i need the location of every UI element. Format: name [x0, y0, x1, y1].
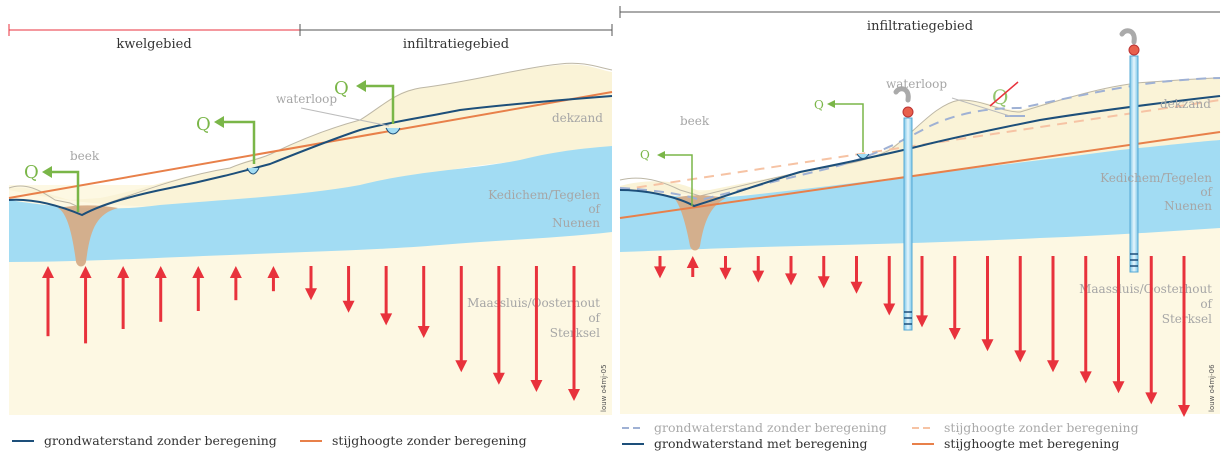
legend-right: grondwaterstand zonder beregening stijgh…: [622, 420, 1139, 451]
right-flux-arrow-3: [719, 256, 732, 280]
ground-surface-right: [619, 77, 1221, 197]
well-2: [1119, 28, 1140, 273]
left-flux-arrow-12: [455, 266, 468, 373]
right-flux-arrow-14: [1079, 256, 1092, 384]
right-flux-arrow-5: [785, 256, 797, 286]
right-flux-arrow-7: [850, 256, 863, 294]
zone-label-kwelgebied: kwelgebied: [116, 37, 191, 52]
label-dekzand-right: dekzand: [1160, 97, 1211, 111]
left-flux-arrow-5: [192, 266, 205, 311]
legend-stijg-zonder-right: stijghoogte zonder beregening: [944, 420, 1139, 435]
layer-deep-left-line1: Maassluis/Oosterhout: [467, 296, 600, 310]
waterloop-leader-right: [951, 97, 1011, 117]
label-layer-deep-left: Maassluis/Oosterhout of Sterksel: [467, 296, 601, 340]
left-flux-arrow-2: [79, 266, 92, 344]
waterloop-leader: [300, 107, 390, 127]
aquifer-layer: [9, 146, 612, 262]
q-label-1: Q: [24, 162, 39, 183]
zone-label-infiltratiegebied: infiltratiegebied: [403, 37, 509, 52]
q-label-right-1: Q: [640, 148, 650, 162]
layer-mid-right-line1: Kedichem/Tegelen: [1100, 171, 1212, 185]
q-arrows-left: [42, 80, 395, 212]
right-panel: infiltratiegebied Q Q Q: [619, 6, 1221, 417]
flux-arrows-right: [654, 256, 1190, 417]
credit-left: louw o4mj-05: [600, 364, 608, 412]
label-layer-mid-right: Kedichem/Tegelen of Nuenen: [1100, 171, 1213, 213]
stijghoogte-met-line: [619, 131, 1221, 219]
right-flux-arrow-16: [1145, 256, 1158, 405]
right-flux-arrow-4: [752, 256, 765, 283]
waterloop-notch-right-1: [856, 153, 870, 159]
layer-deep-left-line2: of: [588, 311, 601, 325]
right-flux-arrow-2: [686, 256, 699, 277]
layer-mid-left-line1: Kedichem/Tegelen: [488, 188, 600, 202]
label-beek-left: beek: [70, 149, 100, 163]
beek-cone: [58, 205, 118, 267]
q-label-3: Q: [334, 78, 349, 99]
label-layer-deep-right: Maassluis/Oosterhout of Sterksel: [1079, 282, 1213, 326]
right-flux-arrow-17: [1178, 256, 1190, 417]
dekzand-layer-right: [620, 78, 1220, 195]
left-flux-arrow-7: [267, 266, 280, 292]
zone-label-infiltratiegebied-right: infiltratiegebied: [867, 19, 973, 34]
right-flux-arrow-6: [817, 256, 830, 289]
well-1: [893, 86, 914, 331]
waterloop-notch-2: [385, 127, 401, 135]
layer-mid-right-line3: Nuenen: [1164, 199, 1212, 213]
layer-mid-left-line3: Nuenen: [552, 216, 600, 230]
left-flux-arrow-10: [380, 266, 393, 326]
left-flux-arrow-6: [229, 266, 242, 301]
aquifer-layer-right: [620, 140, 1220, 252]
dekzand-layer: [9, 64, 612, 207]
grondwaterstand-line: [8, 95, 613, 217]
legend-gw-zonder-left: grondwaterstand zonder beregening: [44, 433, 277, 448]
legend-gw-met: grondwaterstand met beregening: [654, 436, 868, 451]
layer-mid-left-line2: of: [588, 202, 601, 216]
legend-gw-zonder-right: grondwaterstand zonder beregening: [654, 420, 887, 435]
left-flux-arrow-11: [417, 266, 430, 338]
right-flux-arrow-12: [1014, 256, 1027, 363]
waterloop-notch-1: [246, 167, 260, 175]
legend-stijg-met: stijghoogte met beregening: [944, 436, 1119, 451]
label-beek-right: beek: [680, 114, 710, 128]
q-label-right-2: Q: [814, 98, 824, 112]
layer-deep-right-line3: Sterksel: [1162, 312, 1212, 326]
right-flux-arrow-11: [981, 256, 994, 352]
layer-deep-right-line2: of: [1200, 297, 1213, 311]
label-dekzand-left: dekzand: [552, 111, 603, 125]
q-label-2: Q: [196, 114, 211, 135]
left-flux-arrow-13: [492, 266, 505, 385]
right-flux-arrow-1: [654, 256, 666, 279]
left-flux-arrow-1: [42, 266, 54, 337]
q-strike: [989, 81, 1019, 107]
left-flux-arrow-9: [342, 266, 355, 313]
label-waterloop-left: waterloop: [276, 92, 337, 106]
layer-deep-right-line1: Maassluis/Oosterhout: [1079, 282, 1212, 296]
legend-left: grondwaterstand zonder beregening stijgh…: [12, 433, 527, 448]
left-zone-bar: [8, 24, 613, 36]
label-layer-mid-left: Kedichem/Tegelen of Nuenen: [488, 188, 601, 230]
grondwaterstand-met-line: [619, 95, 1221, 208]
right-flux-arrow-15: [1112, 256, 1125, 394]
left-flux-arrow-14: [530, 266, 543, 392]
right-flux-arrow-13: [1047, 256, 1059, 373]
left-flux-arrow-4: [154, 266, 167, 322]
right-zone-bar: [619, 6, 1220, 18]
q-arrows-right: [657, 100, 864, 206]
left-panel: kwelgebied infiltratiegebied Q Q Q: [8, 24, 613, 415]
credit-right: louw o4mj-06: [1208, 364, 1216, 412]
right-flux-arrow-9: [916, 256, 928, 328]
stijghoogte-line: [8, 91, 613, 199]
label-waterloop-right: waterloop: [886, 77, 947, 91]
layer-mid-right-line2: of: [1200, 185, 1213, 199]
legend-stijg-zonder-left: stijghoogte zonder beregening: [332, 433, 527, 448]
left-flux-arrow-3: [117, 266, 130, 329]
left-flux-arrow-15: [568, 266, 580, 401]
flux-arrows-left: [42, 266, 580, 401]
left-flux-arrow-8: [305, 266, 317, 301]
right-flux-arrow-8: [883, 256, 896, 316]
right-flux-arrow-10: [948, 256, 961, 340]
